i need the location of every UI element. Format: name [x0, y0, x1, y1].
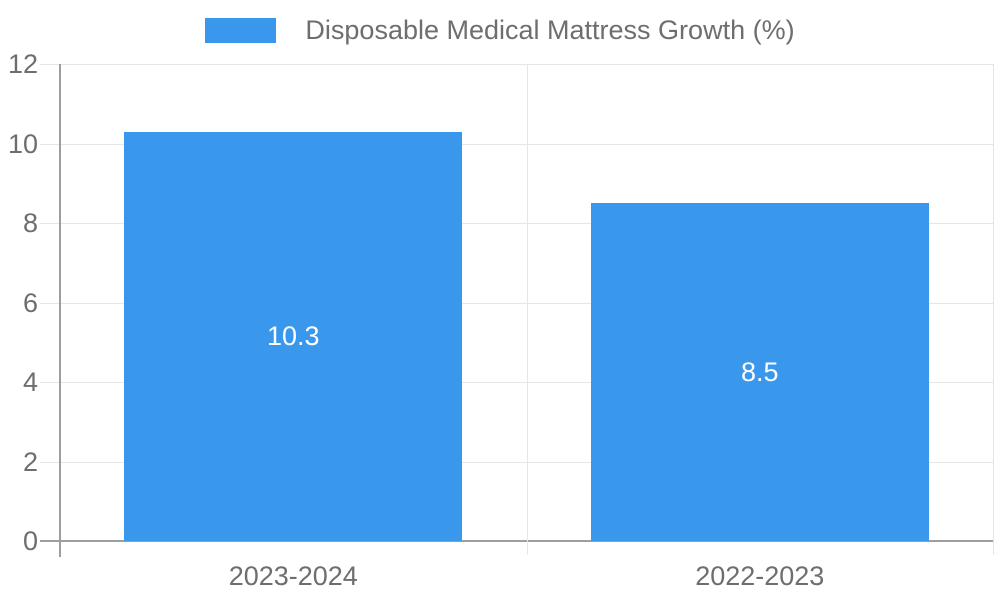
- horizontal-gridline: [40, 143, 993, 145]
- y-axis-tick-label: 8: [22, 208, 38, 238]
- y-axis-tick-label: 4: [22, 367, 38, 397]
- y-axis-line: [59, 64, 61, 557]
- y-axis-tick-label: 6: [22, 287, 38, 318]
- x-axis-tick-label: 2022-2023: [695, 561, 825, 591]
- x-axis-tick-label: 2023-2024: [228, 561, 358, 591]
- horizontal-gridline: [40, 382, 993, 383]
- horizontal-gridline: [40, 64, 993, 65]
- y-axis-tick-label: 2: [22, 446, 38, 477]
- legend-swatch: [205, 17, 277, 43]
- chart-legend[interactable]: Disposable Medical Mattress Growth (%): [0, 13, 1000, 47]
- y-axis-tick-label: 0: [22, 526, 38, 556]
- bar-2023-2024[interactable]: [124, 131, 463, 541]
- horizontal-gridline: [40, 302, 993, 304]
- horizontal-gridline: [40, 223, 993, 224]
- bar-2022-2023[interactable]: [590, 203, 929, 541]
- legend-label: Disposable Medical Mattress Growth (%): [305, 14, 795, 45]
- x-axis-line: [40, 540, 993, 542]
- y-axis-tick-label: 12: [7, 49, 38, 79]
- horizontal-gridline: [40, 461, 993, 463]
- bar-value-label: 8.5: [740, 357, 779, 388]
- y-axis-tick-label: 10: [7, 128, 38, 159]
- vertical-gridline: [993, 64, 994, 555]
- bar-value-label: 10.3: [266, 321, 320, 352]
- vertical-gridline: [527, 64, 528, 555]
